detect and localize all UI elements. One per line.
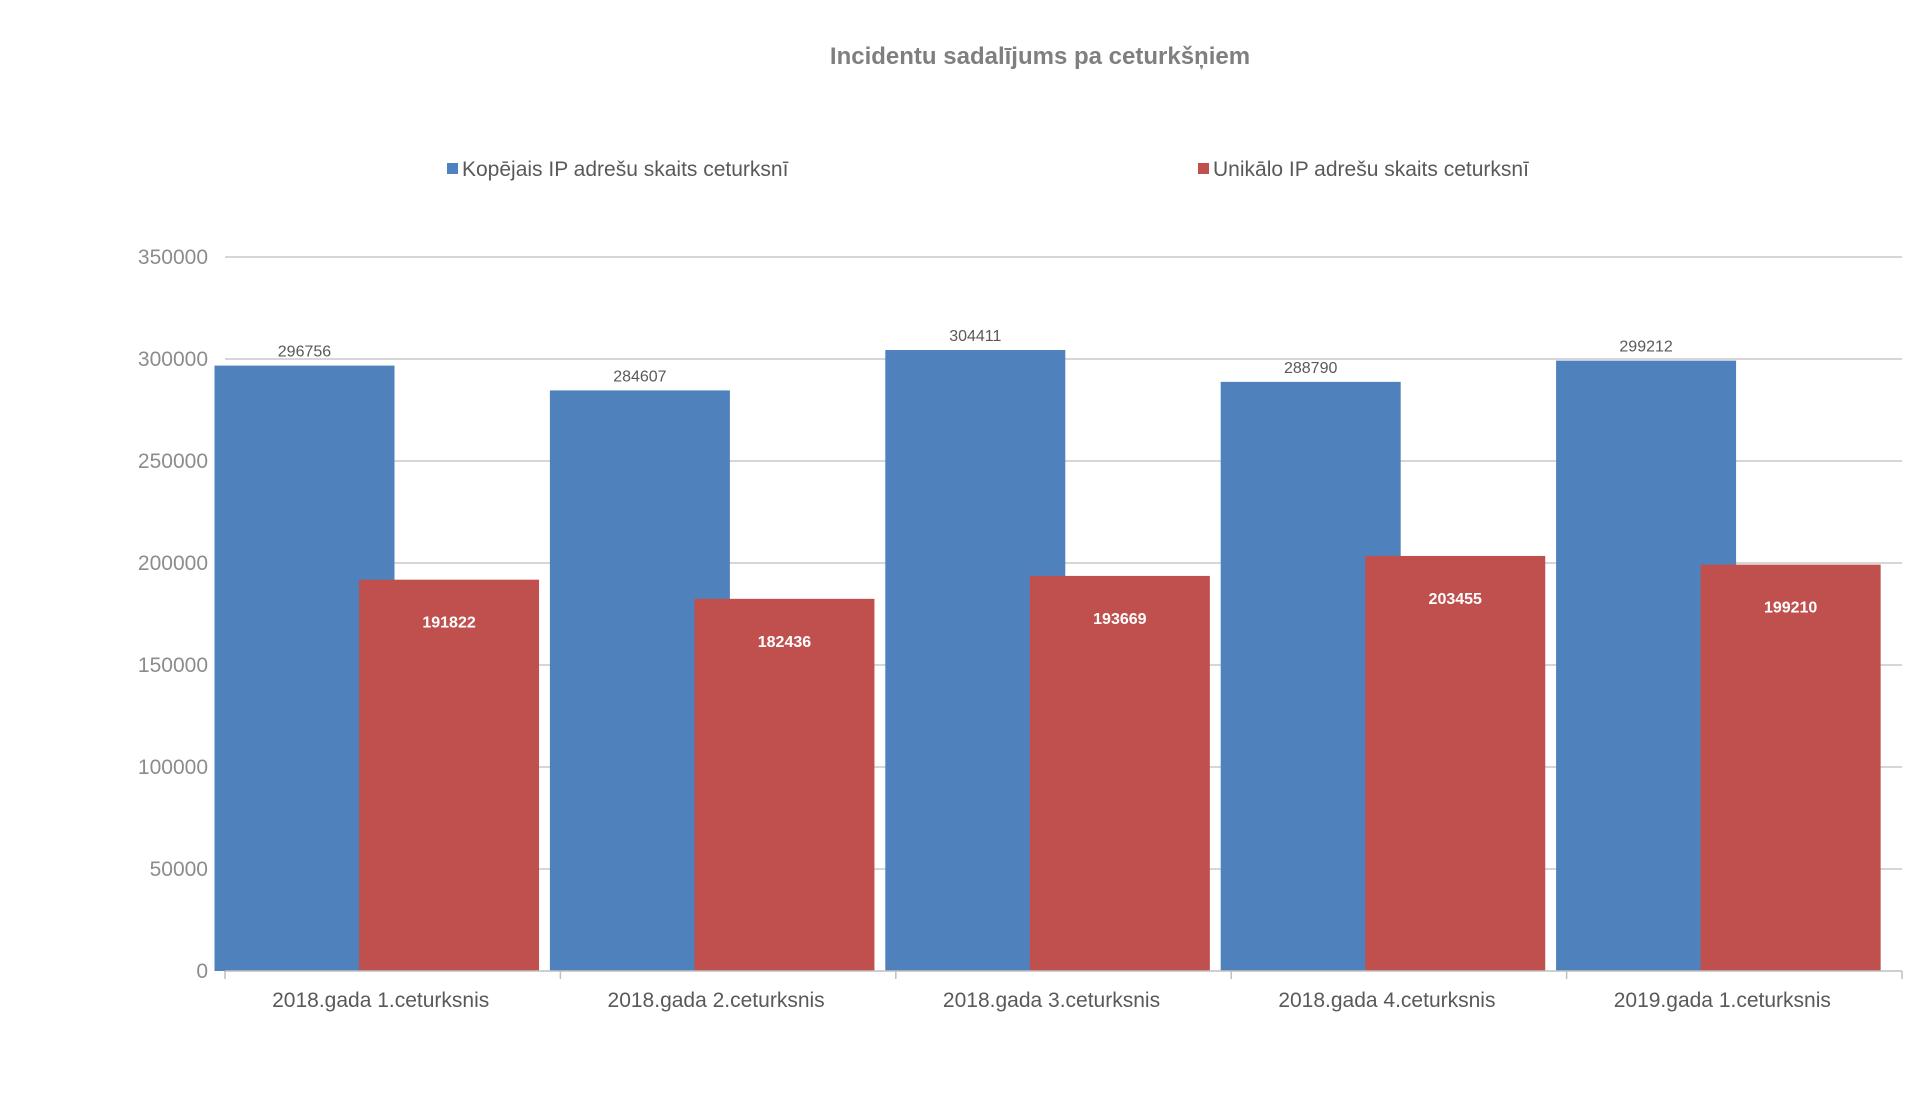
- y-tick-label: 250000: [138, 450, 208, 473]
- data-label-unique: 182436: [758, 634, 811, 651]
- data-label-total: 304411: [949, 328, 1001, 345]
- bars: [214, 350, 1881, 971]
- y-tick-label: 100000: [138, 756, 208, 779]
- legend-swatch-unique: [1198, 163, 1209, 174]
- x-tick-label: 2018.gada 3.ceturksnis: [943, 989, 1160, 1012]
- legend-label-total: Kopējais IP adrešu skaits ceturksnī: [462, 158, 789, 181]
- bar-unique: [1365, 555, 1546, 971]
- legend-item-unique: Unikālo IP adrešu skaits ceturksnī: [1198, 158, 1529, 181]
- x-tick-label: 2018.gada 4.ceturksnis: [1278, 989, 1495, 1012]
- data-label-total: 296756: [278, 344, 331, 361]
- legend: Kopējais IP adrešu skaits ceturksnī Unik…: [447, 158, 1529, 181]
- x-axis-ticks: 2018.gada 1.ceturksnis 2018.gada 2.ceturk…: [272, 989, 1831, 1012]
- data-label-unique: 191822: [422, 615, 475, 632]
- legend-item-total: Kopējais IP adrešu skaits ceturksnī: [447, 158, 789, 181]
- y-tick-label: 300000: [138, 348, 208, 371]
- x-tick-label: 2018.gada 2.ceturksnis: [608, 989, 825, 1012]
- y-tick-label: 0: [196, 960, 208, 983]
- x-tick-label: 2018.gada 1.ceturksnis: [272, 989, 489, 1012]
- y-tick-label: 150000: [138, 654, 208, 677]
- legend-label-unique: Unikālo IP adrešu skaits ceturksnī: [1213, 158, 1529, 181]
- data-label-total: 288790: [1284, 360, 1337, 377]
- data-label-unique: 199210: [1764, 600, 1817, 617]
- y-tick-label: 350000: [138, 246, 208, 269]
- legend-swatch-total: [447, 163, 458, 174]
- data-label-total: 299212: [1619, 339, 1672, 356]
- x-axis: [224, 970, 1903, 979]
- y-axis-ticks: 0 50000 100000 150000 200000 250000 300000 3500…: [138, 246, 208, 983]
- data-labels: 296756 284607 304411 288790 299212 191822 1824…: [278, 328, 1818, 651]
- data-label-total: 284607: [613, 368, 666, 385]
- x-tick-label: 2019.gada 1.ceturksnis: [1614, 989, 1831, 1012]
- y-tick-label: 200000: [138, 552, 208, 575]
- bar-unique: [1700, 564, 1881, 971]
- y-tick-label: 50000: [150, 858, 208, 881]
- chart-title: Incidentu sadalījums pa ceturkšņiem: [830, 43, 1250, 70]
- bar-unique: [359, 579, 540, 971]
- bar-unique: [1029, 575, 1210, 971]
- data-label-unique: 203455: [1429, 591, 1482, 608]
- data-label-unique: 193669: [1093, 611, 1146, 628]
- bar-unique: [694, 598, 875, 971]
